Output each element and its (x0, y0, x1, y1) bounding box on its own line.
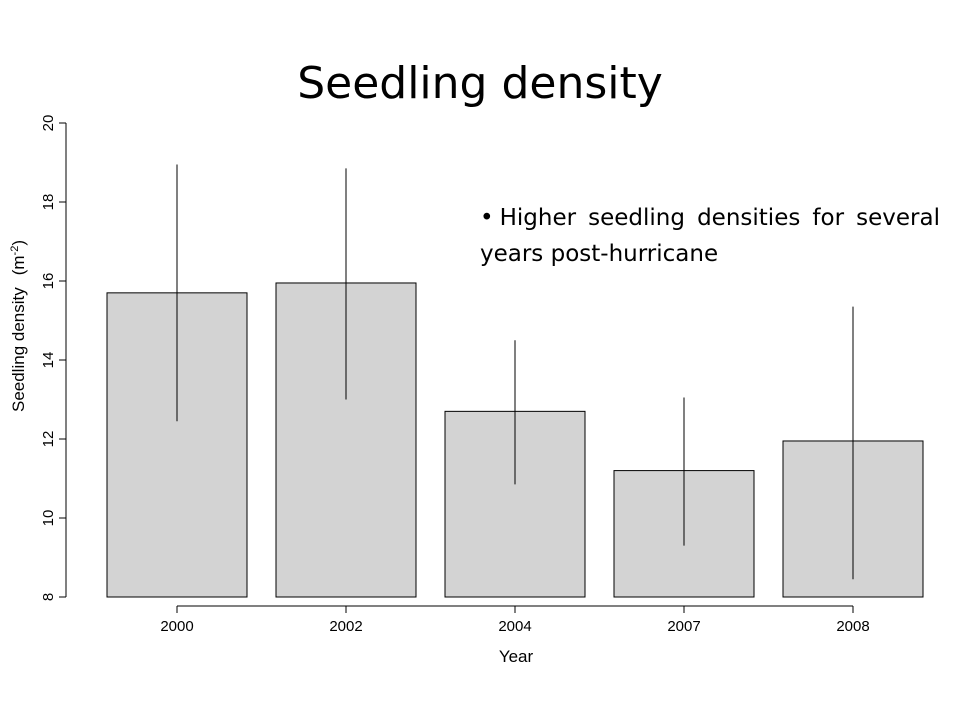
x-tick-label: 2008 (836, 618, 869, 635)
y-axis-unit: (m (9, 255, 28, 275)
bullet-dot-icon: • (480, 205, 494, 231)
y-tick-label: 16 (40, 273, 57, 290)
slide-title: Seedling density (297, 58, 663, 109)
y-axis-unit-exponent: -2 (9, 246, 21, 256)
x-tick-label: 2002 (329, 618, 362, 635)
bullet-point: • Higher seedling densities for several y… (480, 200, 940, 272)
x-tick-label: 2004 (498, 618, 531, 635)
y-tick-label: 20 (40, 115, 57, 132)
y-tick-label: 18 (40, 194, 57, 211)
x-axis: 2000 2002 2004 2007 2008 (160, 605, 870, 635)
y-axis-unit-close: ) (9, 240, 28, 246)
y-axis-label-text: Seedling density (9, 287, 28, 412)
y-tick-label: 8 (40, 593, 57, 601)
error-bars (176, 164, 854, 580)
y-axis-label: Seedling density (m-2) (9, 240, 28, 412)
y-tick-label: 10 (40, 510, 57, 527)
x-tick-label: 2007 (667, 618, 700, 635)
bullet-text: Higher seedling densities for several ye… (480, 205, 940, 267)
x-axis-label: Year (499, 647, 534, 666)
x-tick-label: 2000 (160, 618, 193, 635)
y-tick-label: 12 (40, 431, 57, 448)
y-tick-label: 14 (40, 352, 57, 369)
y-axis: 8 10 12 14 16 18 20 (40, 115, 67, 601)
